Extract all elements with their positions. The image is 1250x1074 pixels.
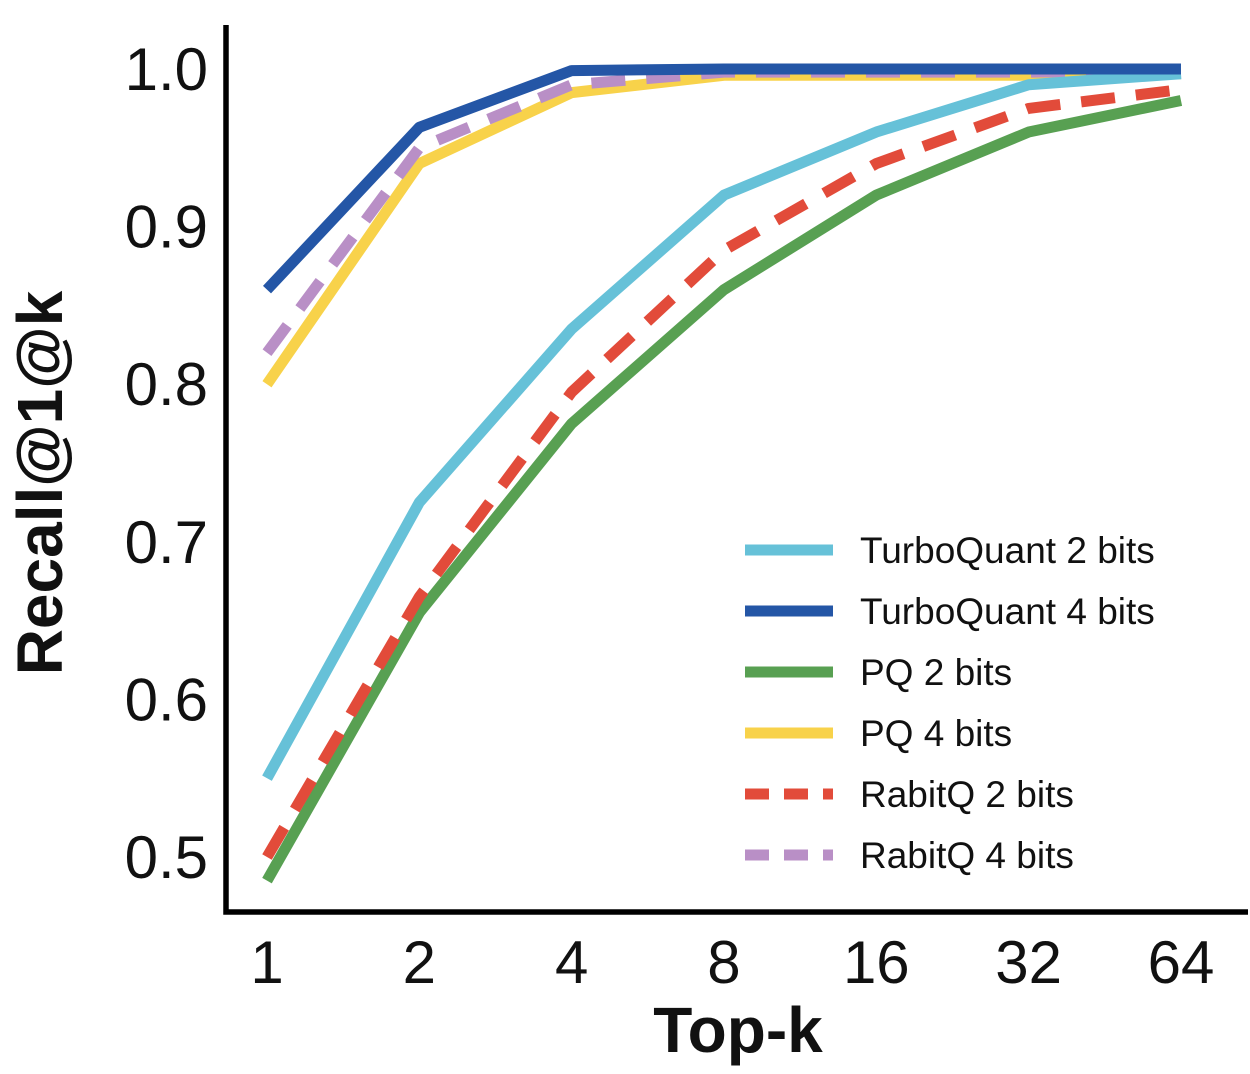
y-axis-title: Recall@1@k bbox=[4, 290, 76, 675]
legend-label-rabitq-2-bits: RabitQ 2 bits bbox=[860, 774, 1074, 815]
y-tick-label-0-9: 0.9 bbox=[125, 194, 208, 261]
x-tick-label-64: 64 bbox=[1148, 929, 1215, 996]
series-line-rabitq-4-bits bbox=[262, 65, 1182, 356]
x-tick-label-32: 32 bbox=[995, 929, 1062, 996]
y-tick-labels: 0.5 0.6 0.7 0.8 0.9 1.0 bbox=[125, 36, 208, 891]
axis-spines bbox=[223, 25, 1248, 915]
series-lines bbox=[262, 63, 1183, 884]
y-tick-label-0-5: 0.5 bbox=[125, 824, 208, 891]
series-line-turboquant-4-bits bbox=[262, 63, 1181, 294]
legend-item-pq-2-bits: PQ 2 bits bbox=[745, 652, 1012, 693]
legend-label-turboquant-4-bits: TurboQuant 4 bits bbox=[860, 591, 1155, 632]
axes bbox=[223, 25, 1248, 915]
y-tick-label-0-7: 0.7 bbox=[125, 509, 208, 576]
legend-label-rabitq-4-bits: RabitQ 4 bits bbox=[860, 835, 1074, 876]
y-tick-label-0-6: 0.6 bbox=[125, 666, 208, 733]
legend-item-pq-4-bits: PQ 4 bits bbox=[745, 713, 1012, 754]
x-tick-label-8: 8 bbox=[707, 929, 740, 996]
legend-item-turboquant-4-bits: TurboQuant 4 bits bbox=[745, 591, 1155, 632]
legend-label-pq-2-bits: PQ 2 bits bbox=[860, 652, 1012, 693]
series-line-pq-2-bits bbox=[262, 95, 1183, 884]
x-tick-label-16: 16 bbox=[843, 929, 910, 996]
y-tick-label-0-8: 0.8 bbox=[125, 351, 208, 418]
legend-item-rabitq-4-bits: RabitQ 4 bits bbox=[745, 835, 1074, 876]
x-tick-label-1: 1 bbox=[250, 929, 283, 996]
legend-item-rabitq-2-bits: RabitQ 2 bits bbox=[745, 774, 1074, 815]
series-line-rabitq-2-bits bbox=[262, 84, 1182, 860]
x-axis-title: Top-k bbox=[653, 994, 823, 1066]
legend-label-pq-4-bits: PQ 4 bits bbox=[860, 713, 1012, 754]
x-tick-label-4: 4 bbox=[555, 929, 588, 996]
x-tick-labels: 1 2 4 8 16 32 64 bbox=[250, 929, 1214, 996]
legend-label-turboquant-2-bits: TurboQuant 2 bits bbox=[860, 530, 1155, 571]
legend-item-turboquant-2-bits: TurboQuant 2 bits bbox=[745, 530, 1155, 571]
series-line-pq-4-bits bbox=[262, 68, 1182, 388]
x-tick-label-2: 2 bbox=[403, 929, 436, 996]
legend: TurboQuant 2 bits TurboQuant 4 bits PQ 2 b… bbox=[745, 530, 1155, 876]
series-line-turboquant-2-bits bbox=[262, 68, 1182, 781]
y-tick-label-1-0: 1.0 bbox=[125, 36, 208, 103]
